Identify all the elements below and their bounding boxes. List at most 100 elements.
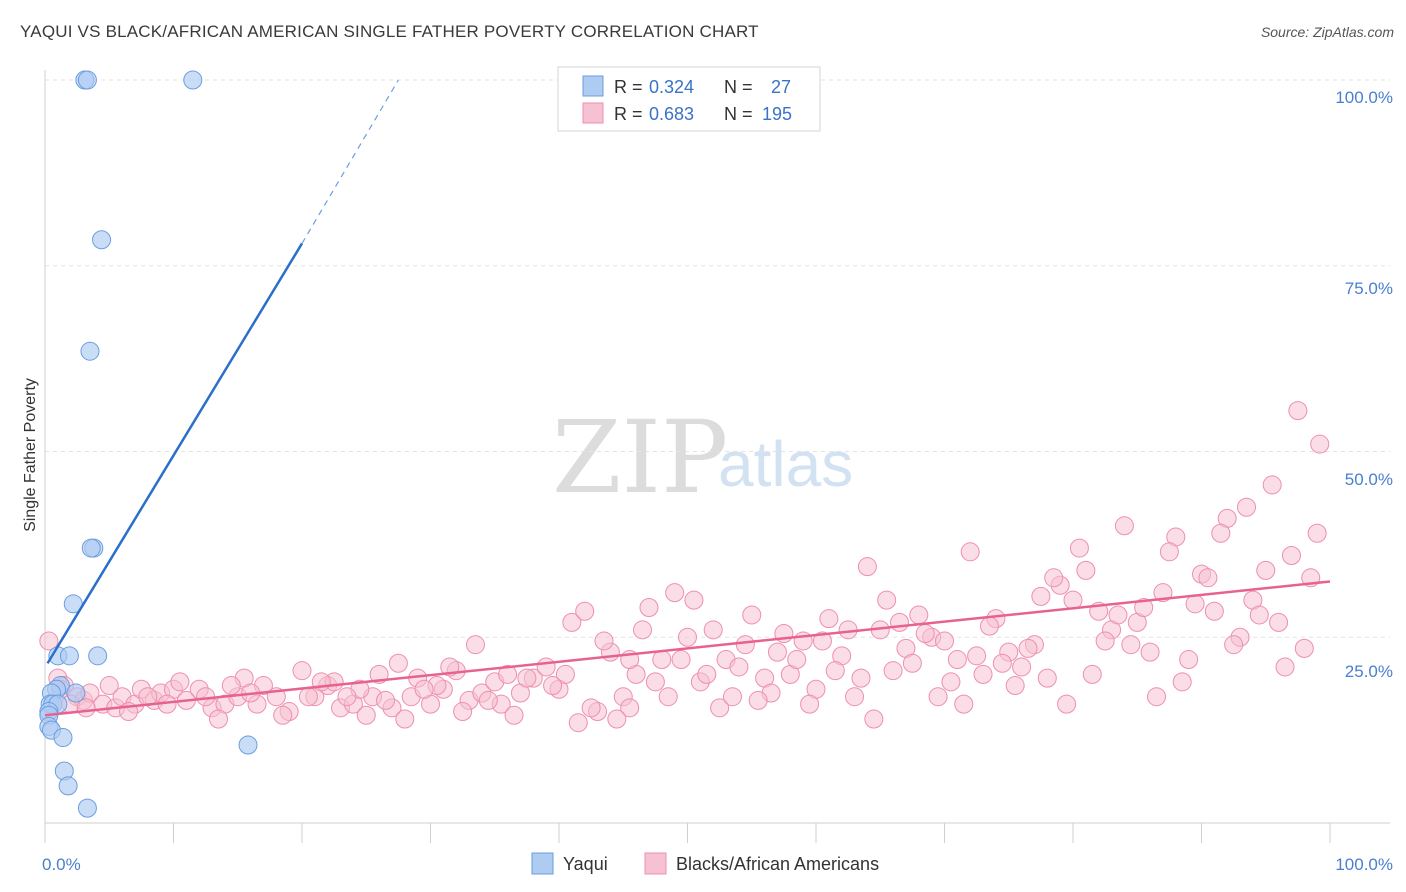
data-point-blacks <box>1140 642 1160 662</box>
data-point-blacks <box>825 661 845 681</box>
data-point-blacks <box>902 653 922 673</box>
y-tick-label: 100.0% <box>1335 88 1393 107</box>
data-point-blacks <box>562 612 582 632</box>
data-point-blacks <box>498 664 518 684</box>
data-point-blacks <box>857 557 877 577</box>
data-point-yaqui <box>238 735 258 755</box>
data-point-blacks <box>1005 676 1025 696</box>
data-point-blacks <box>1211 523 1231 543</box>
data-point-blacks <box>1012 657 1032 677</box>
data-point-blacks <box>1095 631 1115 651</box>
y-axis-label: Single Father Poverty <box>22 378 39 532</box>
data-point-yaqui <box>77 798 97 818</box>
data-point-blacks <box>954 694 974 714</box>
data-point-blacks <box>915 624 935 644</box>
chart-title: YAQUI VS BLACK/AFRICAN AMERICAN SINGLE F… <box>20 22 759 41</box>
data-point-blacks <box>1147 687 1167 707</box>
legend-n-label: N = <box>724 104 753 124</box>
data-point-blacks <box>221 676 241 696</box>
bottom-swatch-blacks <box>644 852 667 875</box>
data-point-blacks <box>1307 523 1327 543</box>
data-point-blacks <box>1044 568 1064 588</box>
data-point-blacks <box>388 653 408 673</box>
data-point-blacks <box>99 676 119 696</box>
data-point-blacks <box>1256 560 1276 580</box>
data-point-yaqui <box>77 70 97 90</box>
data-point-blacks <box>678 627 697 647</box>
legend-series-blacks: Blacks/African Americans <box>676 854 879 874</box>
data-point-blacks <box>1198 568 1218 588</box>
data-point-blacks <box>607 709 627 729</box>
data-point-blacks <box>1134 598 1154 618</box>
data-point-blacks <box>697 664 717 684</box>
data-point-blacks <box>633 620 653 640</box>
data-point-blacks <box>292 661 312 681</box>
data-point-blacks <box>767 642 787 662</box>
data-point-blacks <box>1281 546 1301 566</box>
data-point-blacks <box>465 635 485 655</box>
data-point-blacks <box>787 650 807 670</box>
data-point-blacks <box>992 653 1012 673</box>
data-point-blacks <box>671 650 691 670</box>
data-point-blacks <box>1172 672 1192 692</box>
data-point-blacks <box>298 687 318 707</box>
legend-series-yaqui: Yaqui <box>563 854 608 874</box>
data-point-blacks <box>1275 657 1295 677</box>
data-point-blacks <box>1057 694 1077 714</box>
data-point-blacks <box>845 687 865 707</box>
data-point-blacks <box>504 705 524 725</box>
data-point-blacks <box>812 631 832 651</box>
data-point-blacks <box>639 598 659 618</box>
data-point-blacks <box>851 668 871 688</box>
data-point-blacks <box>947 650 967 670</box>
data-point-blacks <box>935 631 954 651</box>
legend-r-value: 0.324 <box>649 77 694 97</box>
trend-line-yaqui-extension <box>301 79 399 244</box>
data-point-blacks <box>273 705 293 725</box>
legend-n-value: 27 <box>771 77 791 97</box>
data-point-blacks <box>960 542 980 562</box>
data-point-blacks <box>645 672 665 692</box>
data-point-yaqui <box>183 70 203 90</box>
gridlines <box>45 79 1390 638</box>
data-point-blacks <box>967 646 987 666</box>
data-point-blacks <box>414 679 434 699</box>
axes <box>44 70 1390 843</box>
data-point-blacks <box>1121 635 1141 655</box>
data-point-yaqui <box>59 646 79 666</box>
data-point-blacks <box>877 590 897 610</box>
data-point-blacks <box>722 687 742 707</box>
data-point-yaqui <box>88 646 108 666</box>
y-tick-label: 25.0% <box>1345 662 1393 681</box>
watermark-zip: ZIP <box>552 399 728 516</box>
series-legend: Yaqui Blacks/African Americans <box>531 852 879 875</box>
data-point-blacks <box>883 661 903 681</box>
data-point-blacks <box>395 709 415 729</box>
data-point-blacks <box>620 698 640 718</box>
data-point-blacks <box>575 601 595 621</box>
data-point-blacks <box>864 709 884 729</box>
legend-r-label: R = <box>614 77 643 97</box>
data-point-blacks <box>710 698 730 718</box>
data-point-blacks <box>909 605 929 625</box>
data-point-blacks <box>1288 401 1308 421</box>
legend-r-label: R = <box>614 104 643 124</box>
data-point-blacks <box>1185 594 1205 614</box>
data-point-blacks <box>356 705 376 725</box>
legend-n-value: 195 <box>762 104 792 124</box>
data-point-blacks <box>1204 601 1224 621</box>
data-point-blacks <box>555 664 575 684</box>
data-point-blacks <box>39 631 59 651</box>
data-point-blacks <box>581 698 601 718</box>
data-point-blacks <box>1249 605 1269 625</box>
data-point-blacks <box>376 690 396 710</box>
data-point-blacks <box>684 590 704 610</box>
data-point-blacks <box>658 687 678 707</box>
source-label: Source: ZipAtlas.com <box>1260 24 1394 40</box>
data-point-blacks <box>1108 605 1128 625</box>
bottom-swatch-yaqui <box>531 852 554 875</box>
data-point-blacks <box>170 672 190 692</box>
data-point-blacks <box>652 650 672 670</box>
data-point-blacks <box>735 635 755 655</box>
